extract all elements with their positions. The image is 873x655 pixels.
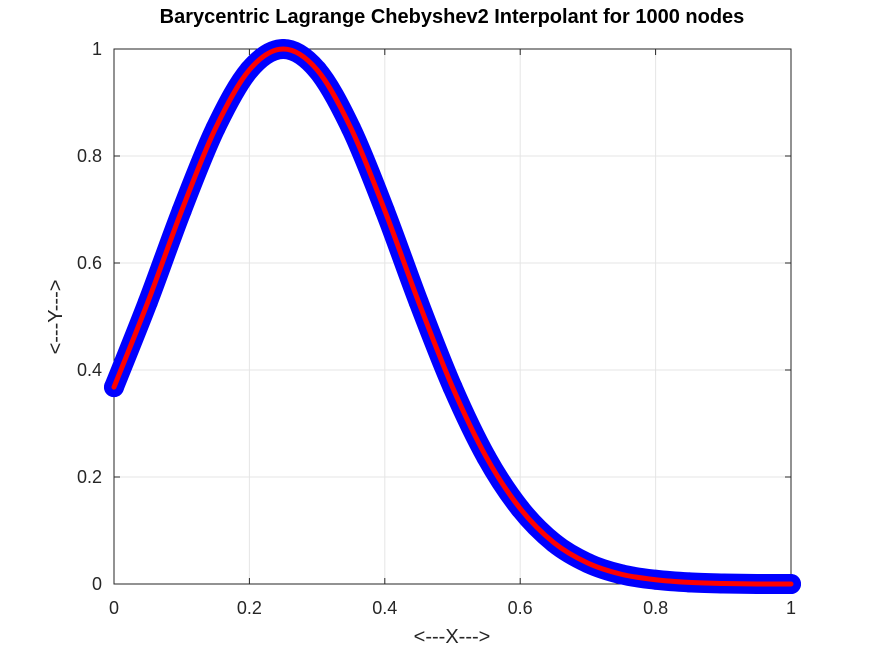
- y-tick-label-5: 1: [92, 39, 102, 59]
- x-tick-label-1: 0.2: [237, 598, 262, 618]
- chart-title: Barycentric Lagrange Chebyshev2 Interpol…: [160, 6, 745, 28]
- y-tick-label-0: 0: [92, 574, 102, 594]
- x-tick-label-2: 0.4: [372, 598, 397, 618]
- y-tick-label-3: 0.6: [77, 253, 102, 273]
- plot-area: [114, 49, 791, 584]
- x-axis-label: <---X--->: [414, 626, 491, 648]
- x-tick-label-0: 0: [109, 598, 119, 618]
- y-tick-label-1: 0.2: [77, 467, 102, 487]
- y-tick-label-2: 0.4: [77, 360, 102, 380]
- x-tick-label-5: 1: [786, 598, 796, 618]
- y-axis-label: <---Y--->: [45, 280, 67, 355]
- series-line-1: [111, 46, 794, 587]
- axes-box: [113, 48, 792, 585]
- x-tick-label-3: 0.6: [508, 598, 533, 618]
- y-tick-label-4: 0.8: [77, 146, 102, 166]
- x-tick-label-4: 0.8: [643, 598, 668, 618]
- tick-labels: 0 0.2 0.4 0.6 0.8 1 0 0.2 0.4 0.6 0.8 1: [77, 39, 796, 618]
- series-group: [104, 39, 801, 595]
